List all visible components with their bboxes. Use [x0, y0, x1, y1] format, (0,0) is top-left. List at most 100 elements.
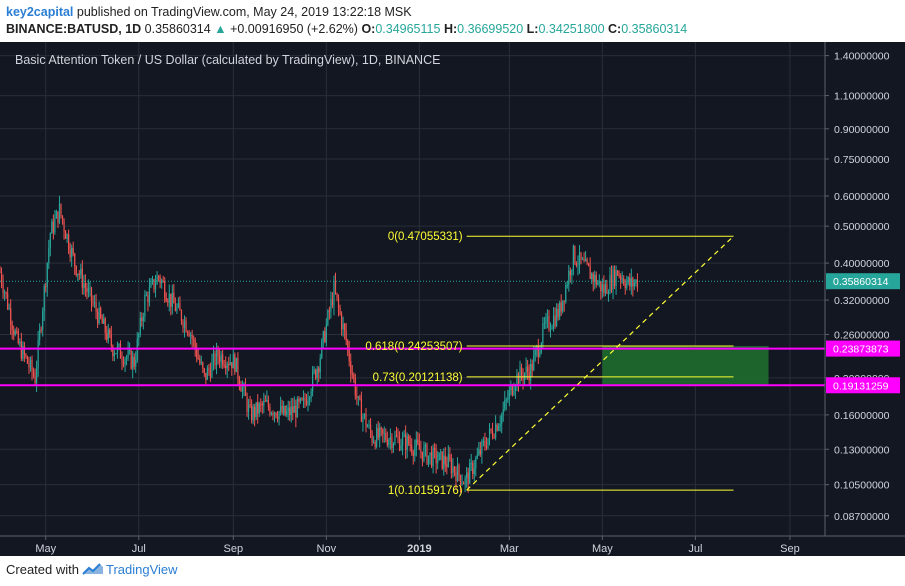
candle-body: [604, 284, 607, 293]
candle-body: [328, 310, 330, 312]
candle-body: [441, 451, 443, 469]
up-arrow-icon: ▲: [214, 22, 227, 36]
candle-body: [130, 350, 132, 369]
candle-body: [116, 346, 119, 354]
candle-body: [417, 439, 419, 443]
candle-body: [69, 249, 71, 258]
candle-body: [479, 449, 481, 455]
candle-body: [359, 396, 361, 400]
x-tick-label: Sep: [780, 543, 800, 555]
candle-body: [153, 279, 155, 290]
candle-body: [171, 292, 173, 307]
candle-body: [68, 234, 70, 250]
candle-body: [488, 428, 491, 439]
candle-body: [333, 281, 335, 306]
candle-body: [51, 221, 53, 234]
candle-body: [276, 416, 279, 420]
x-tick-label: May: [592, 543, 613, 555]
candle-body: [150, 282, 152, 288]
candle-body: [609, 274, 611, 294]
candle-body: [122, 361, 125, 365]
candle-body: [25, 354, 27, 357]
candle-body: [559, 302, 561, 318]
candle-body: [101, 317, 103, 324]
candle-body: [72, 247, 74, 254]
candle-body: [325, 324, 327, 343]
candle-body: [478, 449, 480, 455]
candle-body: [29, 359, 32, 368]
candle-body: [211, 361, 213, 378]
candle-body: [115, 353, 117, 355]
candle-body: [71, 247, 73, 258]
candle-body: [475, 458, 477, 469]
candle-body: [490, 428, 492, 432]
candle-body: [261, 403, 263, 406]
candle-body: [217, 349, 219, 357]
candle-body: [546, 316, 549, 319]
level-price-badge-bg: [826, 377, 900, 394]
candle-body: [394, 435, 396, 444]
candle-body: [179, 303, 181, 311]
close-value: 0.35860314: [621, 22, 688, 36]
candle-body: [543, 323, 546, 325]
candle-body: [167, 301, 169, 303]
price-chart[interactable]: 0(0.47055331) 0.618(0.24253507) 0.73(0.201…: [0, 42, 905, 556]
candle-body: [389, 437, 391, 440]
candle-body: [438, 452, 440, 461]
candle-body: [374, 441, 376, 447]
candle-body: [87, 288, 90, 293]
candle-body: [470, 462, 472, 464]
candle-body: [452, 466, 454, 474]
candle-body: [283, 406, 285, 414]
candle-body: [296, 398, 298, 418]
candle-body: [572, 245, 574, 270]
candle-body: [388, 439, 390, 446]
time-axis[interactable]: May Jul Sep Nov 2019 Mar May Jul Sep: [35, 536, 800, 555]
candle-body: [403, 434, 405, 437]
candle-body: [499, 423, 501, 427]
candle-body: [450, 459, 452, 474]
candle-body: [588, 263, 590, 267]
candle-body: [145, 295, 147, 297]
candle-body: [241, 387, 244, 392]
footer: Created with TradingView: [0, 556, 905, 586]
candle-body: [193, 338, 195, 340]
candle-body: [161, 280, 163, 283]
candle-body: [258, 403, 260, 414]
candle-body: [398, 437, 401, 450]
candle-body: [135, 360, 137, 367]
candle-body: [220, 354, 222, 363]
candle-body: [244, 385, 247, 396]
y-tick-label: 0.90000000: [834, 124, 890, 136]
candle-body: [462, 483, 465, 485]
author-link[interactable]: key2capital: [6, 5, 74, 19]
candle-body: [142, 316, 144, 322]
candle-body: [26, 356, 29, 364]
candle-body: [165, 298, 167, 302]
candle-body: [246, 395, 248, 412]
candle-body: [373, 441, 375, 443]
candle-body: [23, 345, 25, 355]
trend-line: [466, 235, 734, 491]
candle-body: [104, 318, 106, 334]
candle-body: [554, 315, 556, 326]
candle-body: [397, 436, 399, 438]
candle-body: [247, 404, 250, 412]
candle-body: [539, 351, 541, 357]
candle-body: [571, 269, 573, 276]
candle-body: [519, 367, 521, 384]
candle-body: [249, 404, 251, 406]
candle-body: [255, 402, 257, 417]
candle-body: [78, 273, 80, 275]
candle-body: [205, 372, 207, 380]
candle-body: [57, 211, 59, 223]
price-axis[interactable]: 1.40000000 1.10000000 0.90000000 0.75000000…: [825, 51, 900, 523]
candle-body: [429, 452, 431, 456]
tradingview-brand-link[interactable]: TradingView: [106, 562, 178, 577]
candle-body: [629, 277, 631, 287]
candle-body: [16, 331, 18, 333]
candle-body: [231, 362, 233, 369]
publish-line: key2capital published on TradingView.com…: [6, 5, 412, 19]
y-tick-label: 0.26000000: [834, 329, 890, 341]
candle-body: [225, 365, 227, 369]
